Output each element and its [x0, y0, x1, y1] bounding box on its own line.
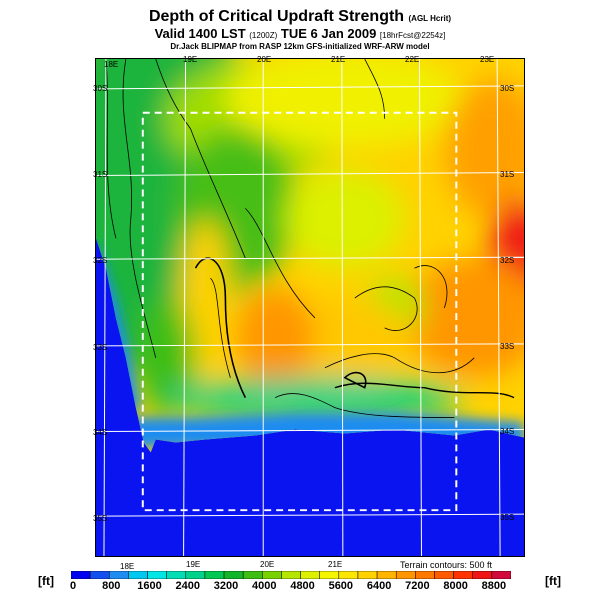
lon-label: 23E — [480, 55, 495, 64]
lat-label: 33S — [93, 343, 108, 352]
lat-label: 30S — [500, 84, 515, 93]
lon-label: 20E — [257, 55, 272, 64]
lat-label: 30S — [93, 84, 108, 93]
map-plot — [95, 58, 525, 557]
colorbar-swatch — [434, 571, 454, 579]
lat-label: 31S — [500, 170, 515, 179]
valid-zone: (1200Z) — [249, 31, 278, 40]
colorbar-unit-left: [ft] — [38, 574, 54, 588]
colorbar-swatch — [89, 571, 110, 579]
colorbar-swatch — [319, 571, 340, 579]
colorbar-swatch — [262, 571, 282, 579]
colorbar-swatch — [242, 571, 263, 579]
valid-time: Valid 1400 LST (1200Z) TUE 6 Jan 2009 [1… — [0, 26, 600, 41]
colorbar-label: 1600 — [137, 580, 162, 592]
colorbar-swatch — [147, 571, 167, 579]
forecast-info: [18hrFcst@2254z] — [379, 31, 446, 40]
lon-label: 22E — [405, 55, 420, 64]
colorbar-unit-right: [ft] — [545, 574, 561, 588]
colorbar-label: 800 — [102, 580, 121, 592]
colorbar-label: 7200 — [405, 580, 430, 592]
valid-label: Valid 1400 LST — [154, 26, 246, 41]
lat-label: 33S — [500, 342, 515, 351]
colorbar-label: 2400 — [175, 580, 201, 592]
colorbar-swatch — [472, 571, 493, 579]
lon-label: 19E — [183, 55, 198, 64]
lon-label: 19E — [186, 560, 201, 569]
colorbar-swatch — [185, 571, 206, 579]
colorbar-swatch — [166, 571, 187, 579]
lon-label: 21E — [331, 55, 346, 64]
colorbar-label: 0 — [69, 580, 77, 592]
lon-label: 18E — [120, 562, 135, 571]
lat-label: 35S — [500, 513, 515, 522]
lat-label: 31S — [93, 170, 108, 179]
colorbar-swatch — [338, 571, 359, 579]
colorbar-swatch — [109, 571, 129, 579]
colorbar-swatch — [376, 571, 397, 579]
valid-date: TUE 6 Jan 2009 — [280, 26, 377, 41]
lat-lon-grid — [96, 59, 524, 556]
lon-label: 21E — [328, 560, 343, 569]
lon-label: 18E — [104, 60, 119, 69]
colorbar-label: 6400 — [366, 580, 392, 592]
colorbar-label: 4000 — [252, 580, 277, 592]
colorbar-swatch — [453, 571, 473, 579]
terrain-contours — [105, 59, 515, 418]
colorbar-label: 3200 — [213, 580, 239, 592]
land-field — [96, 59, 524, 453]
terrain-contour-note: Terrain contours: 500 ft — [400, 560, 493, 570]
title-main: Depth of Critical Updraft Strength — [148, 8, 405, 25]
colorbar-swatch — [71, 571, 91, 579]
lon-label: 20E — [260, 560, 275, 569]
source-line: Dr.Jack BLIPMAP from RASP 12km GFS-initi… — [170, 42, 430, 51]
domain-boundary — [141, 111, 458, 512]
colorbar-swatch — [415, 571, 435, 579]
colorbar-swatch — [204, 571, 225, 579]
lat-label: 35S — [93, 514, 108, 523]
colorbar-label: 5600 — [328, 580, 354, 592]
colorbar-swatch — [357, 571, 378, 579]
title-suffix: (AGL Hcrit) — [408, 14, 452, 23]
colorbar-label: 8000 — [443, 580, 468, 592]
colorbar-swatch — [300, 571, 320, 579]
colorbar-label: 4800 — [290, 580, 315, 592]
lat-label: 32S — [500, 256, 515, 265]
lat-label: 34S — [93, 428, 108, 437]
colorbar-swatch — [128, 571, 148, 579]
map-title: Depth of Critical Updraft Strength (AGL … — [0, 8, 600, 26]
colorbar-swatch — [395, 571, 416, 579]
colorbar-swatch — [223, 571, 244, 579]
lat-label: 32S — [93, 256, 108, 265]
lat-label: 34S — [500, 427, 515, 436]
colorbar — [71, 571, 511, 579]
colorbar-label: 8800 — [481, 580, 507, 592]
colorbar-swatch — [281, 571, 301, 579]
colorbar-swatch — [491, 571, 511, 579]
